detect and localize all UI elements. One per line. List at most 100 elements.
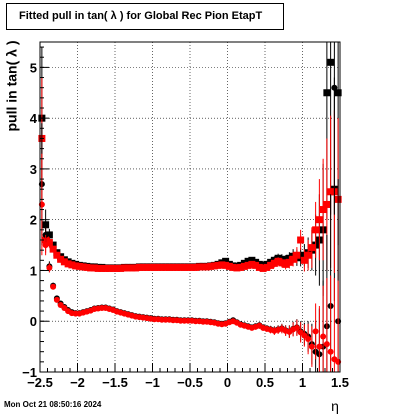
y-tick-label: −1 bbox=[22, 365, 37, 380]
data-point-square bbox=[308, 244, 316, 252]
data-point-square bbox=[199, 263, 207, 271]
data-point-square bbox=[102, 264, 110, 272]
data-point-square bbox=[289, 255, 297, 263]
data-point-square bbox=[327, 58, 335, 66]
data-point-square bbox=[214, 261, 222, 269]
data-point-square bbox=[222, 257, 230, 265]
series-3 bbox=[38, 153, 342, 372]
data-point-square bbox=[259, 264, 267, 272]
y-tick-label: 3 bbox=[30, 162, 37, 177]
data-point-circle bbox=[50, 283, 57, 290]
data-point-square bbox=[109, 264, 117, 272]
data-point-square bbox=[184, 263, 192, 271]
x-tick-label: 0 bbox=[224, 375, 231, 390]
data-point-square bbox=[225, 262, 233, 270]
data-point-square bbox=[312, 226, 320, 234]
data-point-square bbox=[233, 264, 241, 272]
data-point-square bbox=[75, 262, 83, 270]
data-point-square bbox=[297, 236, 305, 244]
data-point-square bbox=[282, 260, 290, 268]
data-point-square bbox=[278, 259, 286, 267]
data-point-square bbox=[72, 262, 80, 270]
data-point-square bbox=[139, 263, 147, 271]
data-point-square bbox=[113, 264, 121, 272]
data-point-square bbox=[195, 263, 203, 271]
chart-title: Fitted pull in tan( λ ) for Global Rec P… bbox=[6, 3, 284, 30]
data-point-square bbox=[45, 239, 53, 247]
data-point-square bbox=[105, 264, 113, 272]
data-point-circle bbox=[53, 296, 60, 303]
data-point-square bbox=[244, 261, 252, 269]
data-point-square bbox=[177, 263, 185, 271]
data-point-square bbox=[252, 261, 260, 269]
data-point-square bbox=[60, 258, 68, 266]
data-point-square bbox=[53, 251, 61, 259]
data-point-circle bbox=[293, 324, 300, 331]
data-point-circle bbox=[305, 336, 312, 342]
data-point-circle bbox=[312, 328, 319, 335]
data-point-square bbox=[207, 262, 215, 270]
data-point-square bbox=[293, 251, 301, 259]
x-tick-label: 0.5 bbox=[256, 375, 274, 390]
data-point-square bbox=[45, 231, 53, 239]
data-point-square bbox=[304, 251, 312, 259]
data-point-square bbox=[169, 263, 177, 271]
data-point-square bbox=[117, 264, 125, 272]
data-point-square bbox=[244, 257, 252, 265]
data-point-square bbox=[218, 261, 226, 269]
data-point-square bbox=[68, 261, 76, 269]
data-point-circle bbox=[320, 333, 327, 340]
y-tick-label: 1 bbox=[30, 263, 37, 278]
data-point-square bbox=[147, 263, 155, 271]
data-point-square bbox=[203, 263, 211, 271]
x-tick-label: −2 bbox=[70, 375, 85, 390]
data-point-square bbox=[132, 264, 140, 272]
y-tick-label: 2 bbox=[30, 213, 37, 228]
data-point-square bbox=[83, 263, 91, 271]
data-point-square bbox=[158, 263, 166, 271]
data-point-square bbox=[188, 263, 196, 271]
data-point-square bbox=[192, 263, 200, 271]
data-point-square bbox=[237, 263, 245, 271]
chart-title-text: Fitted pull in tan( λ ) for Global Rec P… bbox=[19, 10, 263, 22]
data-point-square bbox=[315, 216, 323, 224]
data-point-square bbox=[162, 263, 170, 271]
data-point-square bbox=[210, 262, 218, 270]
data-point-square bbox=[255, 263, 263, 271]
data-point-square bbox=[323, 89, 331, 97]
data-point-square bbox=[323, 200, 331, 208]
data-point-square bbox=[143, 263, 151, 271]
timestamp-footer: Mon Oct 21 08:50:16 2024 bbox=[4, 400, 102, 409]
data-point-square bbox=[334, 89, 342, 97]
data-point-square bbox=[49, 245, 57, 253]
data-point-square bbox=[240, 262, 248, 270]
data-point-square bbox=[173, 263, 181, 271]
data-point-square bbox=[222, 261, 230, 269]
data-point-square bbox=[128, 264, 136, 272]
data-point-square bbox=[319, 206, 327, 214]
data-point-square bbox=[135, 263, 143, 271]
data-point-square bbox=[263, 263, 271, 271]
axis-ticks bbox=[39, 46, 341, 373]
data-point-square bbox=[248, 260, 256, 268]
data-point-square bbox=[297, 253, 305, 261]
x-tick-label: 1.5 bbox=[331, 375, 349, 390]
x-tick-labels: −2.5 −2 −1.5 −1 −0.5 0 0.5 1 1.5 bbox=[27, 375, 349, 390]
data-point-square bbox=[150, 263, 158, 271]
data-point-square bbox=[120, 264, 128, 272]
data-point-square bbox=[300, 256, 308, 264]
data-point-square bbox=[154, 263, 162, 271]
data-point-circle bbox=[42, 242, 49, 249]
data-point-square bbox=[87, 264, 95, 272]
data-point-square bbox=[267, 261, 275, 269]
x-axis-label: η bbox=[331, 398, 339, 414]
x-tick-label: −2.5 bbox=[27, 375, 53, 390]
data-point-square bbox=[64, 260, 72, 268]
x-tick-label: −1 bbox=[145, 375, 160, 390]
data-point-square bbox=[98, 264, 106, 272]
y-tick-label: 5 bbox=[30, 60, 37, 75]
data-point-square bbox=[248, 256, 256, 264]
data-point-square bbox=[94, 264, 102, 272]
y-tick-labels: −1 0 1 2 3 4 5 bbox=[22, 60, 38, 380]
data-point-square bbox=[90, 264, 98, 272]
